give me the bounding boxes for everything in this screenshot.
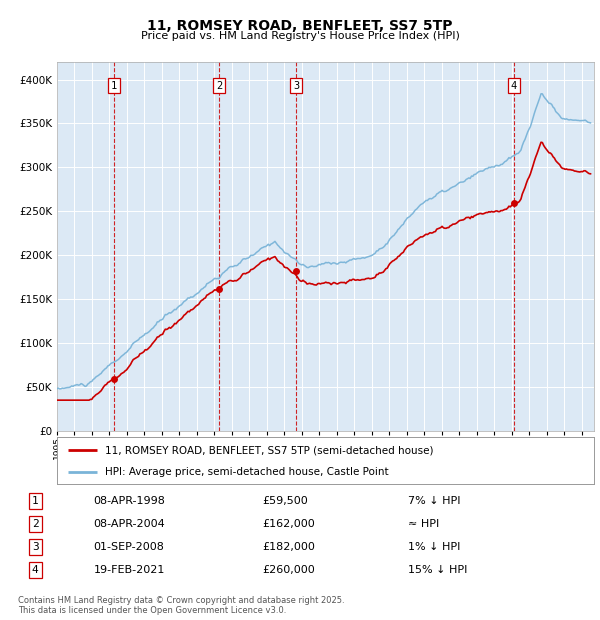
Text: 11, ROMSEY ROAD, BENFLEET, SS7 5TP (semi-detached house): 11, ROMSEY ROAD, BENFLEET, SS7 5TP (semi… [106, 445, 434, 455]
Text: 11, ROMSEY ROAD, BENFLEET, SS7 5TP: 11, ROMSEY ROAD, BENFLEET, SS7 5TP [147, 19, 453, 33]
Text: 3: 3 [32, 542, 38, 552]
Text: Contains HM Land Registry data © Crown copyright and database right 2025.
This d: Contains HM Land Registry data © Crown c… [18, 596, 344, 615]
Text: £162,000: £162,000 [262, 519, 315, 529]
Text: 19-FEB-2021: 19-FEB-2021 [94, 565, 165, 575]
Text: 01-SEP-2008: 01-SEP-2008 [94, 542, 164, 552]
Text: ≈ HPI: ≈ HPI [408, 519, 439, 529]
Text: 08-APR-2004: 08-APR-2004 [94, 519, 165, 529]
Text: 1: 1 [32, 497, 38, 507]
Text: 2: 2 [216, 81, 222, 91]
Text: 7% ↓ HPI: 7% ↓ HPI [408, 497, 460, 507]
Text: 4: 4 [32, 565, 38, 575]
Text: 15% ↓ HPI: 15% ↓ HPI [408, 565, 467, 575]
Text: 1: 1 [111, 81, 118, 91]
Text: 1% ↓ HPI: 1% ↓ HPI [408, 542, 460, 552]
Text: 4: 4 [511, 81, 517, 91]
Text: 2: 2 [32, 519, 38, 529]
Text: 3: 3 [293, 81, 299, 91]
Text: £182,000: £182,000 [262, 542, 315, 552]
Text: 08-APR-1998: 08-APR-1998 [94, 497, 166, 507]
Text: HPI: Average price, semi-detached house, Castle Point: HPI: Average price, semi-detached house,… [106, 467, 389, 477]
Text: £260,000: £260,000 [262, 565, 315, 575]
Text: £59,500: £59,500 [262, 497, 308, 507]
Text: Price paid vs. HM Land Registry's House Price Index (HPI): Price paid vs. HM Land Registry's House … [140, 31, 460, 41]
